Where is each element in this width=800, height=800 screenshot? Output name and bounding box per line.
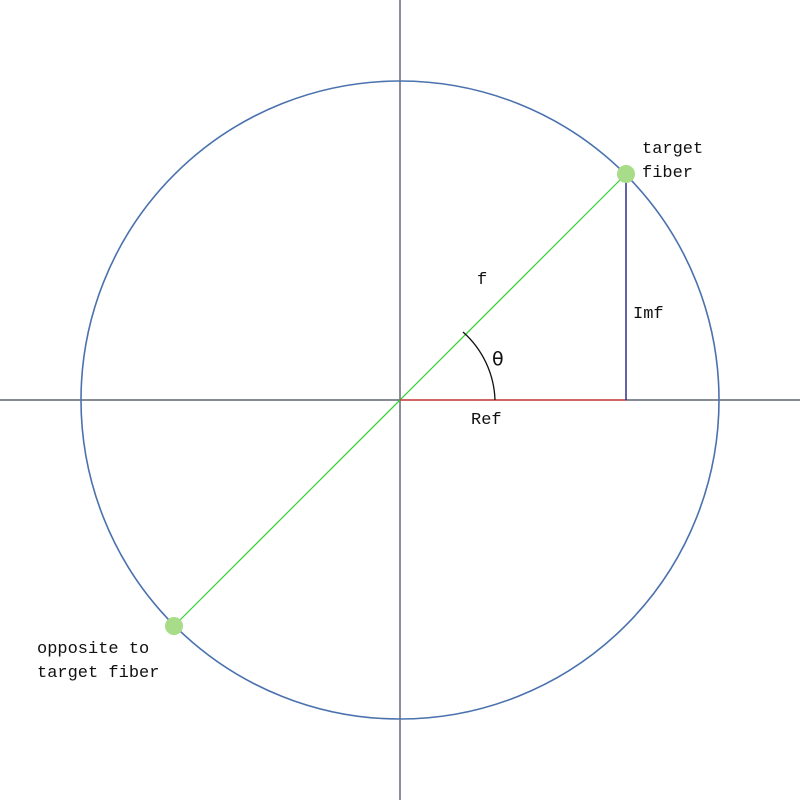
target-fiber-label: target fiber [642,140,713,183]
target-fiber-label-line2: fiber [642,164,693,183]
target-fiber-point [617,165,635,183]
opposite-fiber-label-line2: target fiber [37,664,159,683]
opposite-fiber-point [165,617,183,635]
opposite-fiber-label-line1: opposite to [37,640,149,659]
angle-arc [462,331,496,401]
target-fiber-label-line1: target [642,140,703,159]
unit-circle [80,80,720,720]
real-part-label: Ref [471,411,502,430]
vector-label: f [477,271,487,290]
angle-label: θ [492,348,504,370]
imaginary-part-label: Imf [633,305,664,324]
opposite-fiber-label: opposite to target fiber [37,640,159,683]
